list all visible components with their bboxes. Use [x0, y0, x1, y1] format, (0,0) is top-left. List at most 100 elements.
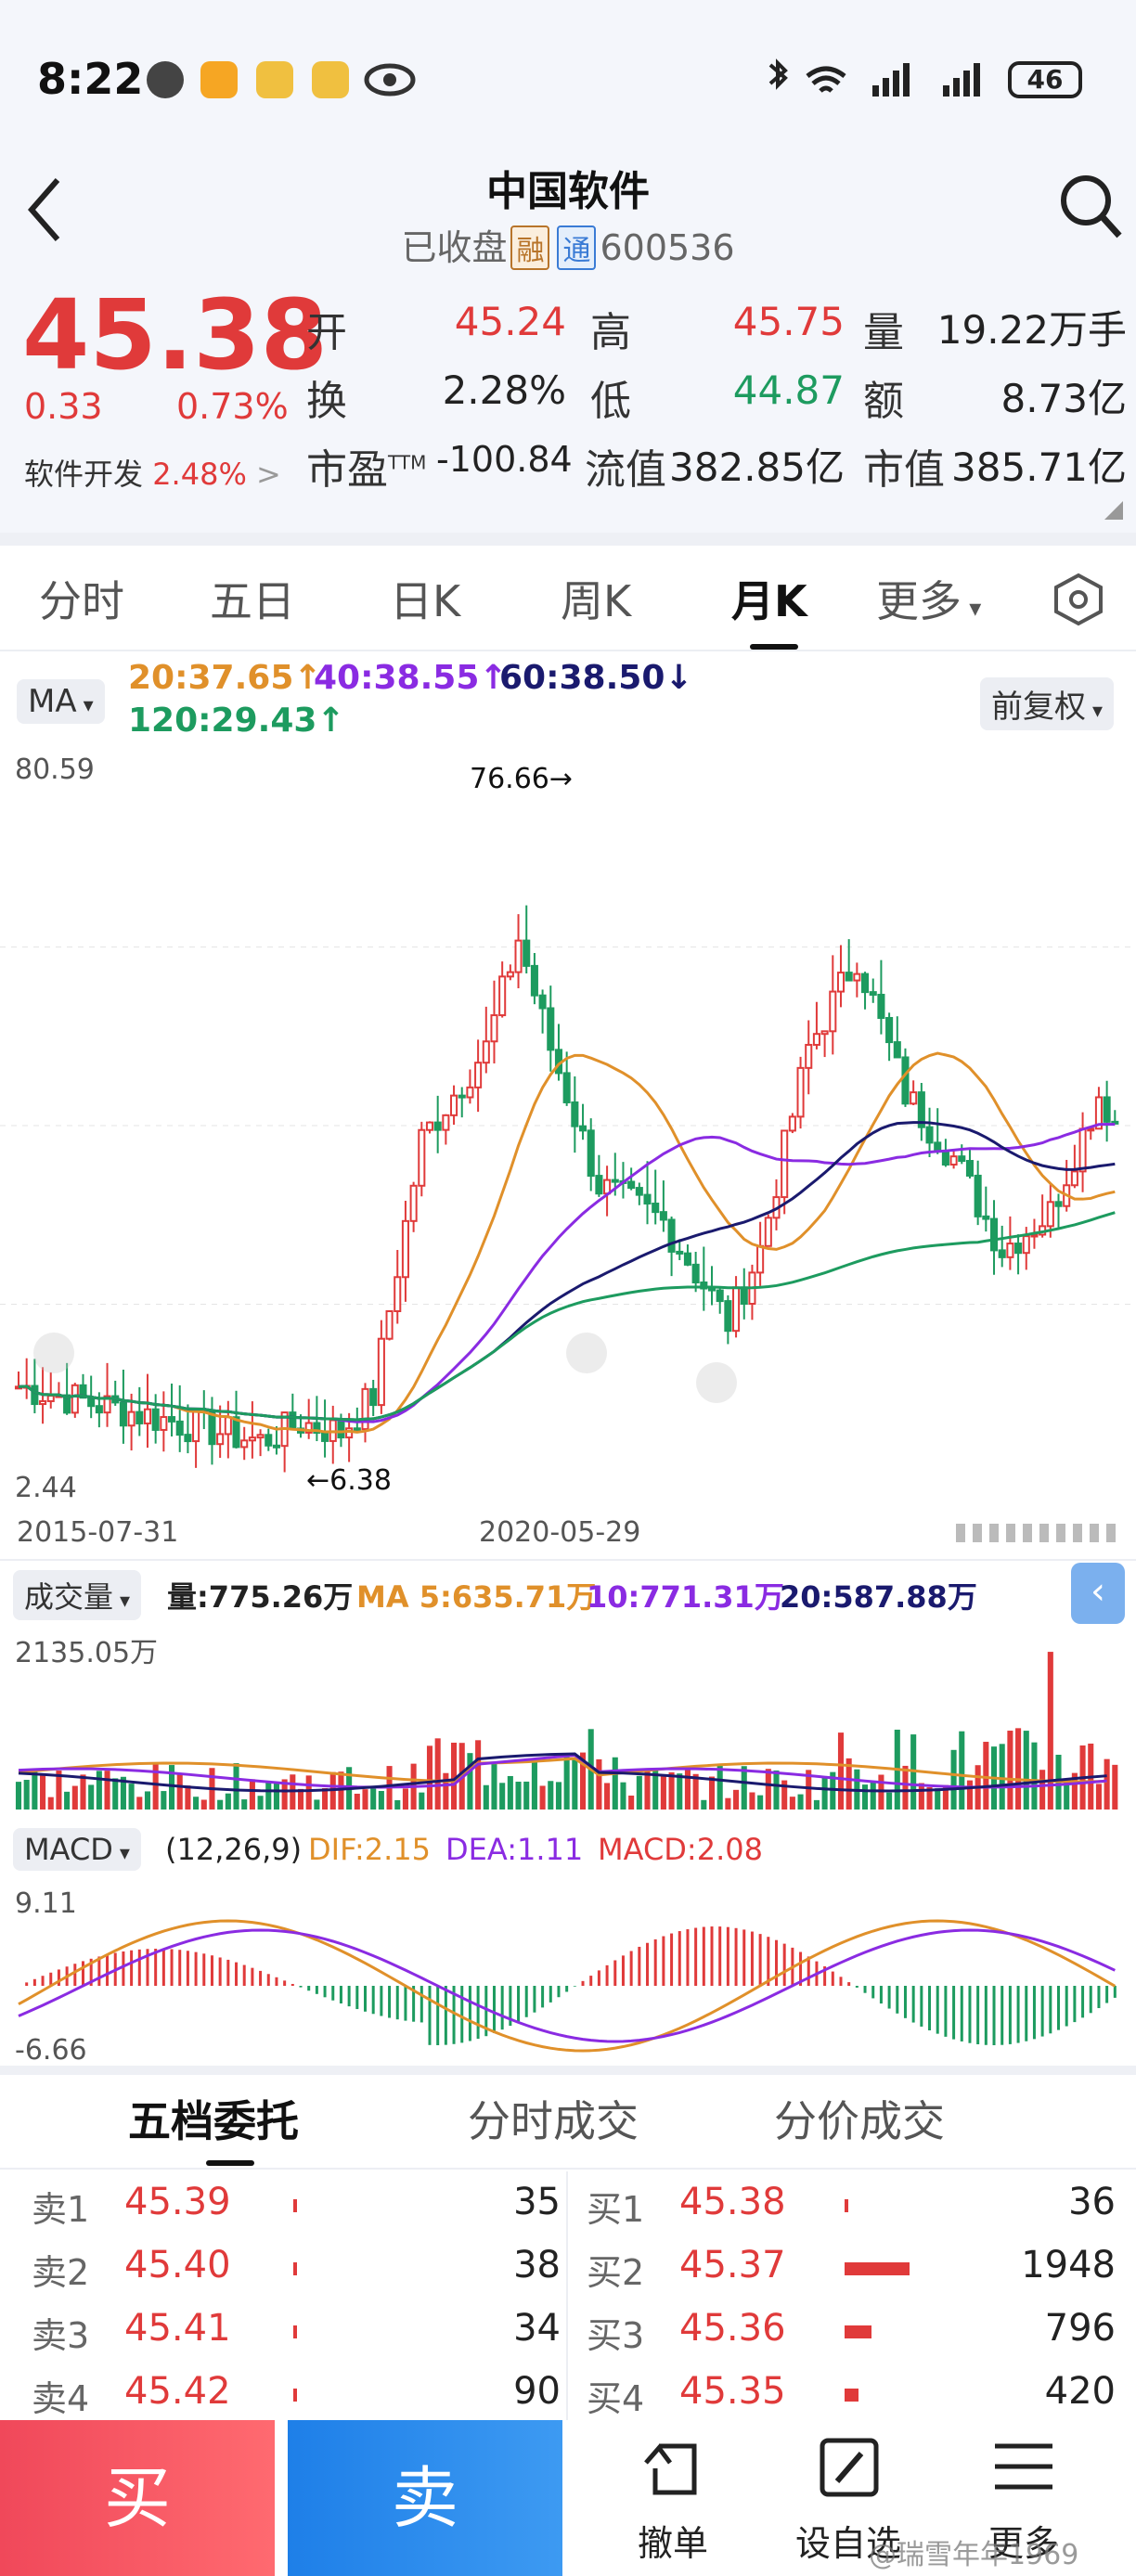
buy-level-4[interactable]: 买4 45.35 420: [587, 2370, 1134, 2426]
macd-bar: [653, 1938, 657, 1986]
volume-bar: [773, 1770, 780, 1810]
level-price: 45.35: [679, 2370, 786, 2413]
buy-level-3[interactable]: 买3 45.36 796: [587, 2307, 1134, 2363]
sell-level-3[interactable]: 卖3 45.41 34: [32, 2307, 579, 2363]
macd-bar: [49, 1972, 53, 1986]
sell-button[interactable]: 卖: [288, 2420, 562, 2576]
sell-label: 卖: [391, 2459, 458, 2537]
candle-body: [941, 1151, 949, 1166]
candle-body: [652, 1203, 660, 1214]
volume-selector-button[interactable]: 成交量 ▾: [13, 1570, 142, 1620]
tab-weekly-k[interactable]: 周K: [561, 576, 632, 626]
candle-body: [151, 1408, 160, 1431]
macd-bar: [1008, 1986, 1012, 2044]
macd-bar: [678, 1931, 681, 1986]
collapse-panel-button[interactable]: ‹: [1071, 1563, 1125, 1624]
stock-name: 中国软件: [486, 168, 650, 215]
more-actions-button[interactable]: 更多: [945, 2426, 1103, 2574]
buy-level-1[interactable]: 买1 45.38 36: [587, 2181, 1134, 2236]
level-price: 45.41: [124, 2307, 231, 2350]
avatar-icon: [147, 61, 184, 98]
volume-ma-line: [18, 1753, 1107, 1789]
expand-corner-icon[interactable]: [1104, 501, 1123, 520]
volume-bar: [402, 1788, 408, 1810]
sell-level-4[interactable]: 卖4 45.42 90: [32, 2370, 579, 2426]
candle-body: [578, 1125, 587, 1132]
tab-time-sales[interactable]: 分时成交: [468, 2096, 639, 2146]
tab-daily-k[interactable]: 日K: [390, 576, 461, 626]
volume-bar: [902, 1765, 909, 1810]
macd-bar: [500, 1986, 504, 2030]
add-watchlist-button[interactable]: 设自选: [765, 2426, 932, 2574]
cancel-order-label: 撤单: [637, 2523, 708, 2564]
volume-bar: [96, 1771, 102, 1810]
macd-bar: [517, 1986, 521, 2022]
candle-body: [184, 1434, 192, 1443]
macd-bar: [235, 1962, 239, 1986]
fullscreen-button: [696, 1362, 737, 1403]
macd-bar: [984, 1986, 988, 2045]
buy-button[interactable]: 买: [0, 2420, 275, 2576]
tab-order-book[interactable]: 五档委托: [128, 2096, 299, 2146]
settings-hex-icon[interactable]: [1051, 572, 1106, 627]
adjust-selector-button[interactable]: 前复权 ▾: [980, 677, 1115, 730]
candle-body: [466, 1086, 474, 1099]
search-icon[interactable]: [1058, 171, 1123, 241]
kline-ymin: 2.44: [15, 1472, 77, 1504]
candle-body: [1046, 1201, 1054, 1228]
volume-bar: [1071, 1772, 1078, 1810]
macd-selector-button[interactable]: MACD ▾: [13, 1828, 141, 1871]
level-qty-bar: [293, 2325, 297, 2338]
cancel-order-button[interactable]: 撤单: [594, 2426, 752, 2574]
kline-chart[interactable]: [0, 750, 1136, 1511]
macd-bar: [863, 1986, 867, 1993]
buy-level-2[interactable]: 买2 45.37 1948: [587, 2244, 1134, 2299]
candle-body: [998, 1249, 1006, 1258]
macd-selector-label: MACD: [24, 1832, 113, 1867]
volume-bar: [426, 1745, 433, 1810]
candle-body: [812, 1033, 820, 1046]
candle-body: [345, 1427, 354, 1439]
volume-bar: [483, 1784, 489, 1810]
macd-bar: [573, 1986, 576, 1987]
macd-bar: [275, 1977, 278, 1986]
candle-body: [289, 1411, 297, 1430]
sell-level-2[interactable]: 卖2 45.40 38: [32, 2244, 579, 2299]
macd-bar: [299, 1986, 303, 1988]
volume-bar: [870, 1781, 876, 1810]
candle-body: [982, 1215, 990, 1220]
volume-bar: [168, 1765, 175, 1810]
candle-body: [836, 972, 846, 993]
macd-chart[interactable]: [0, 1884, 1136, 2069]
ma40-line: [18, 1123, 1116, 1423]
candle-body: [724, 1300, 732, 1333]
back-icon[interactable]: [22, 173, 69, 247]
candle-body: [676, 1250, 684, 1255]
macd-bar: [807, 1956, 810, 1986]
macd-bar: [533, 1986, 536, 2013]
volume-bar: [1031, 1742, 1038, 1810]
range-scroll-indicator[interactable]: [956, 1524, 1123, 1542]
volume-bar: [628, 1796, 635, 1810]
macd-bar: [242, 1964, 246, 1986]
tab-monthly-k[interactable]: 月K: [731, 576, 807, 626]
volume-bar: [935, 1788, 941, 1810]
volume-bar: [40, 1773, 46, 1810]
tab-intraday[interactable]: 分时: [39, 576, 124, 626]
sell-level-1[interactable]: 卖1 45.39 35: [32, 2181, 579, 2236]
tab-more[interactable]: 更多 ▾: [876, 576, 982, 626]
level-qty: 38: [513, 2244, 561, 2286]
volume-bar: [733, 1789, 740, 1810]
volume-chart[interactable]: [0, 1615, 1136, 1810]
macd-bar: [767, 1937, 770, 1986]
status-time: 8:22: [37, 54, 144, 104]
candle-body: [167, 1416, 176, 1423]
tab-price-volume[interactable]: 分价成交: [774, 2096, 945, 2146]
sector-link[interactable]: 软件开发 2.48% >: [24, 457, 281, 492]
ma-selector-button[interactable]: MA ▾: [17, 679, 105, 724]
tab-five-day[interactable]: 五日: [210, 576, 295, 626]
volume-bar: [515, 1782, 522, 1810]
quote-panel: [0, 278, 1136, 534]
macd-bar: [428, 1986, 432, 2045]
macd-bar: [549, 1986, 552, 2003]
